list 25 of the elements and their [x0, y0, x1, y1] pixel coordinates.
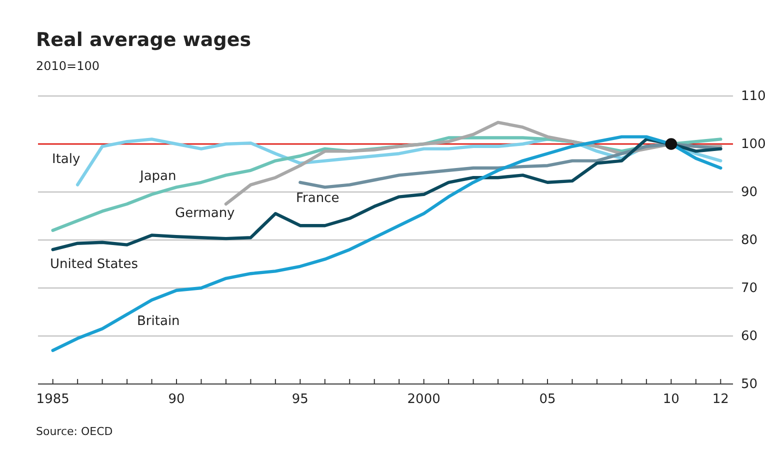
y-tick-label: 100: [741, 137, 765, 152]
y-tick-label: 110: [741, 89, 765, 104]
y-tick-label: 90: [741, 185, 758, 200]
series-label: France: [296, 191, 340, 206]
series-label: Japan: [139, 169, 176, 184]
x-tick-label: 12: [712, 392, 729, 408]
y-tick-label: 80: [741, 233, 758, 248]
line-series: [51, 138, 722, 252]
y-tick-label: 70: [741, 281, 758, 296]
x-tick-label: 1985: [36, 392, 70, 408]
y-tick-label: 60: [741, 329, 758, 344]
x-tick-label: 10: [662, 392, 680, 408]
line-series: [51, 135, 722, 352]
chart-title: Real average wages: [36, 29, 252, 51]
series-label: Britain: [137, 314, 180, 329]
series-label: Italy: [52, 152, 81, 167]
source-note: Source: OECD: [36, 425, 113, 438]
series-label: United States: [50, 257, 138, 272]
x-tick-label: 2000: [407, 392, 440, 408]
x-tick-label: 95: [292, 392, 308, 408]
y-tick-label: 50: [741, 377, 758, 392]
chart-subtitle: 2010=100: [36, 59, 100, 73]
series-label: Germany: [175, 206, 236, 221]
x-tick-label: 90: [168, 392, 185, 408]
x-tick-label: 05: [539, 392, 556, 408]
